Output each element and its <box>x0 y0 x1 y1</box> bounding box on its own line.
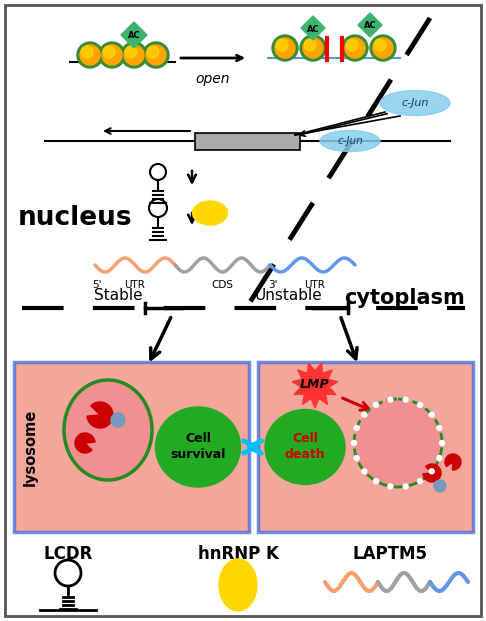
Ellipse shape <box>192 201 227 225</box>
Text: 5': 5' <box>92 280 102 290</box>
Circle shape <box>147 46 159 58</box>
Circle shape <box>388 397 393 402</box>
Circle shape <box>111 413 125 427</box>
Circle shape <box>370 35 396 61</box>
Ellipse shape <box>380 91 450 116</box>
Text: open: open <box>196 72 230 86</box>
Text: AC: AC <box>364 22 376 30</box>
Text: AC: AC <box>307 24 319 34</box>
Text: Unstable: Unstable <box>254 288 322 303</box>
Text: Cell
death: Cell death <box>285 432 325 461</box>
Circle shape <box>429 412 434 417</box>
Circle shape <box>362 469 367 474</box>
Circle shape <box>439 440 445 445</box>
Circle shape <box>121 42 147 68</box>
Circle shape <box>276 39 288 51</box>
Circle shape <box>403 397 408 402</box>
Circle shape <box>102 45 122 65</box>
Circle shape <box>300 35 326 61</box>
FancyBboxPatch shape <box>5 5 481 616</box>
Circle shape <box>373 38 393 58</box>
Ellipse shape <box>320 130 380 152</box>
Ellipse shape <box>156 407 241 487</box>
Circle shape <box>99 42 125 68</box>
Circle shape <box>342 35 368 61</box>
Wedge shape <box>75 433 95 453</box>
Text: UTR: UTR <box>305 280 326 290</box>
Text: AC: AC <box>128 32 140 40</box>
Text: hnRNP K: hnRNP K <box>198 545 278 563</box>
Polygon shape <box>301 16 325 40</box>
Circle shape <box>77 42 103 68</box>
Circle shape <box>354 425 359 430</box>
Polygon shape <box>358 13 382 37</box>
Circle shape <box>304 39 316 51</box>
Text: LCDR: LCDR <box>43 545 93 563</box>
Text: c-Jun: c-Jun <box>337 136 363 146</box>
Circle shape <box>124 45 144 65</box>
Circle shape <box>429 469 434 474</box>
Polygon shape <box>121 22 147 48</box>
Circle shape <box>354 399 442 487</box>
Polygon shape <box>292 363 338 408</box>
Text: cytoplasm: cytoplasm <box>344 288 465 308</box>
Text: Cell
survival: Cell survival <box>170 432 226 461</box>
Text: Stable: Stable <box>94 288 142 303</box>
Circle shape <box>81 46 93 58</box>
Circle shape <box>272 35 298 61</box>
Circle shape <box>437 425 442 430</box>
Circle shape <box>125 46 137 58</box>
Circle shape <box>362 412 367 417</box>
Circle shape <box>374 479 379 484</box>
Text: CDS: CDS <box>211 280 233 290</box>
Circle shape <box>417 402 422 407</box>
Circle shape <box>303 38 323 58</box>
Wedge shape <box>423 464 441 482</box>
Ellipse shape <box>219 559 257 611</box>
Circle shape <box>388 484 393 489</box>
FancyBboxPatch shape <box>195 133 300 150</box>
Circle shape <box>103 46 115 58</box>
Text: LMP: LMP <box>300 379 330 391</box>
Circle shape <box>351 440 357 445</box>
Text: lysosome: lysosome <box>22 409 37 486</box>
Ellipse shape <box>64 380 152 480</box>
Circle shape <box>417 479 422 484</box>
Circle shape <box>374 39 386 51</box>
Circle shape <box>146 45 166 65</box>
Wedge shape <box>87 402 113 428</box>
Text: 3': 3' <box>268 280 278 290</box>
Wedge shape <box>445 454 461 470</box>
Text: UTR: UTR <box>124 280 145 290</box>
Circle shape <box>374 402 379 407</box>
Ellipse shape <box>265 409 345 484</box>
Circle shape <box>346 39 358 51</box>
Text: nucleus: nucleus <box>18 205 133 231</box>
FancyBboxPatch shape <box>258 362 473 532</box>
Circle shape <box>143 42 169 68</box>
Text: c-Jun: c-Jun <box>401 98 429 108</box>
Circle shape <box>275 38 295 58</box>
Circle shape <box>354 456 359 461</box>
Circle shape <box>437 456 442 461</box>
Circle shape <box>403 484 408 489</box>
Circle shape <box>80 45 100 65</box>
Text: LAPTM5: LAPTM5 <box>352 545 428 563</box>
Circle shape <box>345 38 365 58</box>
Circle shape <box>434 480 446 492</box>
FancyBboxPatch shape <box>14 362 249 532</box>
